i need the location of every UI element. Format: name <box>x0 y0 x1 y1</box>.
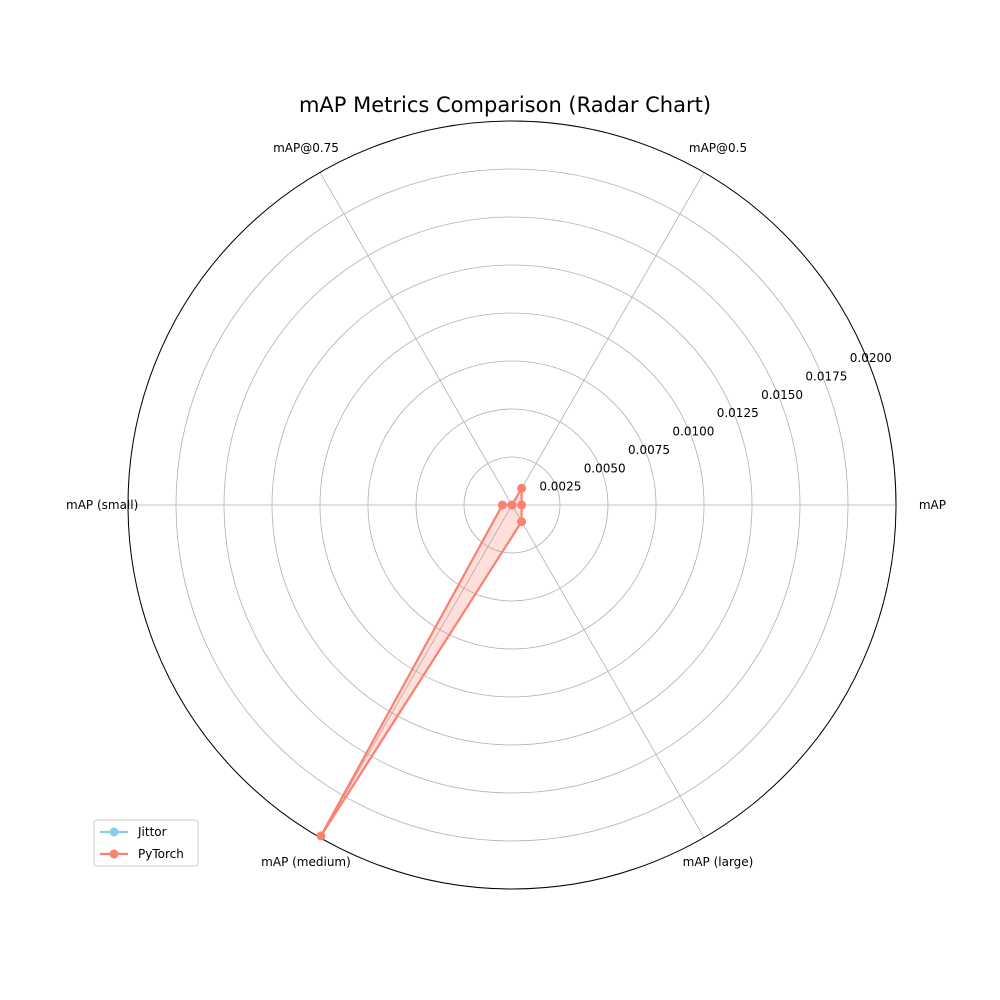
axis-label-map: mAP <box>919 498 946 512</box>
grid-spoke-6 <box>511 504 705 838</box>
axis-label-map-large-: mAP (large) <box>683 855 754 869</box>
legend-marker-jittor <box>109 827 119 837</box>
axis-label-map-0-75: mAP@0.75 <box>273 141 339 155</box>
axis-label-map-medium-: mAP (medium) <box>261 855 351 869</box>
series-fill-pytorch <box>320 488 522 836</box>
radial-tick-label: 0.0025 <box>539 480 581 494</box>
data-point-pytorch-4 <box>497 500 507 510</box>
data-point-pytorch-5 <box>316 831 326 841</box>
axis-label-layer: mAP mAP@0.5 mAP@0.75 mAP (small) mAP (medium… <box>66 141 946 869</box>
legend-label-pytorch: PyTorch <box>138 847 184 861</box>
data-point-pytorch-3 <box>507 500 517 510</box>
grid-layer <box>127 120 897 890</box>
radial-tick-layer: 0.00250.00500.00750.01000.01250.01500.01… <box>539 351 891 494</box>
radial-tick-label: 0.0175 <box>805 369 847 383</box>
axis-label-map-small-: mAP (small) <box>66 498 138 512</box>
radial-tick-label: 0.0125 <box>717 406 759 420</box>
grid-spoke-2 <box>511 172 705 506</box>
legend: Jittor PyTorch <box>93 819 199 867</box>
polar-frame <box>127 120 897 890</box>
axis-label-map-0-5: mAP@0.5 <box>689 141 747 155</box>
grid-spoke-5 <box>319 504 513 838</box>
series-layer <box>316 483 527 841</box>
radial-tick-label: 0.0150 <box>761 388 803 402</box>
legend-label-jittor: Jittor <box>137 825 167 839</box>
radial-tick-label: 0.0075 <box>628 443 670 457</box>
legend-marker-pytorch <box>109 849 119 859</box>
data-point-pytorch-2 <box>517 483 527 493</box>
data-point-pytorch-6 <box>517 517 527 527</box>
radial-tick-label: 0.0100 <box>672 425 714 439</box>
grid-spoke-3 <box>319 172 513 506</box>
data-point-pytorch-1 <box>517 500 527 510</box>
radial-tick-label: 0.0050 <box>584 461 626 475</box>
radial-tick-label: 0.0200 <box>850 351 892 365</box>
chart-title: mAP Metrics Comparison (Radar Chart) <box>299 93 711 117</box>
